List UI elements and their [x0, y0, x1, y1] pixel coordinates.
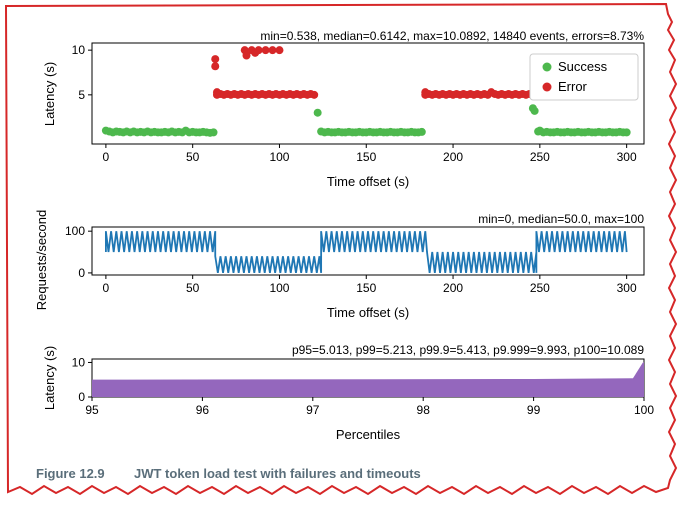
- requests-x-tick-label: 150: [356, 281, 376, 295]
- legend-box: [529, 53, 639, 101]
- scatter-x-tick-label: 50: [186, 150, 200, 164]
- scatter-x-tick-label: 300: [617, 150, 637, 164]
- error-point: [211, 62, 220, 71]
- error-point: [242, 51, 251, 60]
- scatter-y-tick-label: 10: [72, 43, 86, 57]
- error-point: [261, 46, 270, 55]
- percentile-x-tick-label: 95: [85, 403, 99, 417]
- requests-x-tick-label: 50: [186, 281, 200, 295]
- legend-error-label: Error: [558, 79, 588, 94]
- percentile-area-panel: p95=5.013, p99=5.213, p99.9=5.413, p9.99…: [42, 343, 654, 442]
- percentile-x-tick-label: 99: [527, 403, 541, 417]
- percentile-x-tick-label: 98: [417, 403, 431, 417]
- percentile-x-tick-label: 96: [196, 403, 210, 417]
- percentile-stats-text: p95=5.013, p99=5.213, p99.9=5.413, p9.99…: [292, 343, 644, 357]
- requests-x-tick-label: 100: [269, 281, 289, 295]
- requests-x-tick-label: 250: [530, 281, 550, 295]
- percentile-y-tick-label: 0: [78, 390, 85, 404]
- caption-number: Figure 12.9: [36, 466, 105, 481]
- scatter-stats-text: min=0.538, median=0.6142, max=10.0892, 1…: [260, 29, 644, 43]
- scatter-legend: Success Error: [529, 53, 639, 101]
- success-point: [417, 127, 426, 136]
- legend-success-label: Success: [558, 59, 608, 74]
- percentile-area-fill: [92, 362, 644, 397]
- figure-caption: Figure 12.9 JWT token load test with fai…: [36, 466, 421, 481]
- percentile-y-ticks: 0 10: [72, 355, 92, 404]
- percentile-y-axis-label: Latency (s): [42, 346, 57, 410]
- torn-frame: [4, 2, 678, 496]
- error-point: [268, 46, 277, 55]
- requests-y-axis-label: Requests/second: [34, 210, 49, 310]
- requests-x-tick-label: 300: [617, 281, 637, 295]
- scatter-y-tick-label: 5: [78, 88, 85, 102]
- requests-line-panel: min=0, median=50.0, max=100 0 50 100 150 200…: [34, 210, 645, 320]
- percentile-x-axis-label: Percentiles: [336, 427, 401, 442]
- requests-x-tick-label: 200: [443, 281, 463, 295]
- error-point: [275, 46, 284, 55]
- requests-y-tick-label: 100: [65, 224, 85, 238]
- scatter-y-ticks: 5 10: [72, 43, 92, 102]
- scatter-x-tick-label: 0: [103, 150, 110, 164]
- percentile-x-tick-label: 100: [634, 403, 654, 417]
- requests-series-line: [104, 231, 628, 274]
- error-point: [254, 46, 263, 55]
- error-point: [211, 55, 220, 64]
- scatter-x-tick-label: 250: [530, 150, 550, 164]
- requests-y-tick-label: 0: [78, 266, 85, 280]
- scatter-x-tick-label: 200: [443, 150, 463, 164]
- caption-text: JWT token load test with failures and ti…: [134, 466, 421, 481]
- success-point: [530, 106, 539, 115]
- legend-error-marker: [542, 82, 552, 92]
- scatter-x-axis-label: Time offset (s): [327, 174, 409, 189]
- percentile-x-tick-label: 97: [306, 403, 320, 417]
- requests-stats-text: min=0, median=50.0, max=100: [478, 212, 644, 226]
- requests-x-tick-label: 0: [103, 281, 110, 295]
- latency-scatter-panel: min=0.538, median=0.6142, max=10.0892, 1…: [42, 29, 645, 189]
- success-point: [209, 128, 218, 137]
- requests-x-axis-label: Time offset (s): [327, 305, 409, 320]
- success-point: [313, 108, 322, 117]
- requests-x-ticks: 0 50 100 150 200 250 300: [103, 275, 637, 295]
- percentile-y-tick-label: 10: [72, 355, 86, 369]
- scatter-x-ticks: 0 50 100 150 200 250 300: [103, 144, 637, 164]
- scatter-y-axis-label: Latency (s): [42, 62, 57, 126]
- scatter-x-tick-label: 100: [269, 150, 289, 164]
- requests-y-ticks: 0 100: [65, 224, 92, 280]
- scatter-points: [101, 46, 631, 137]
- percentile-x-ticks: 95 96 97 98 99 100: [85, 397, 654, 417]
- error-point: [310, 90, 319, 99]
- legend-success-marker: [542, 62, 552, 72]
- scatter-x-tick-label: 150: [356, 150, 376, 164]
- success-point: [622, 128, 631, 137]
